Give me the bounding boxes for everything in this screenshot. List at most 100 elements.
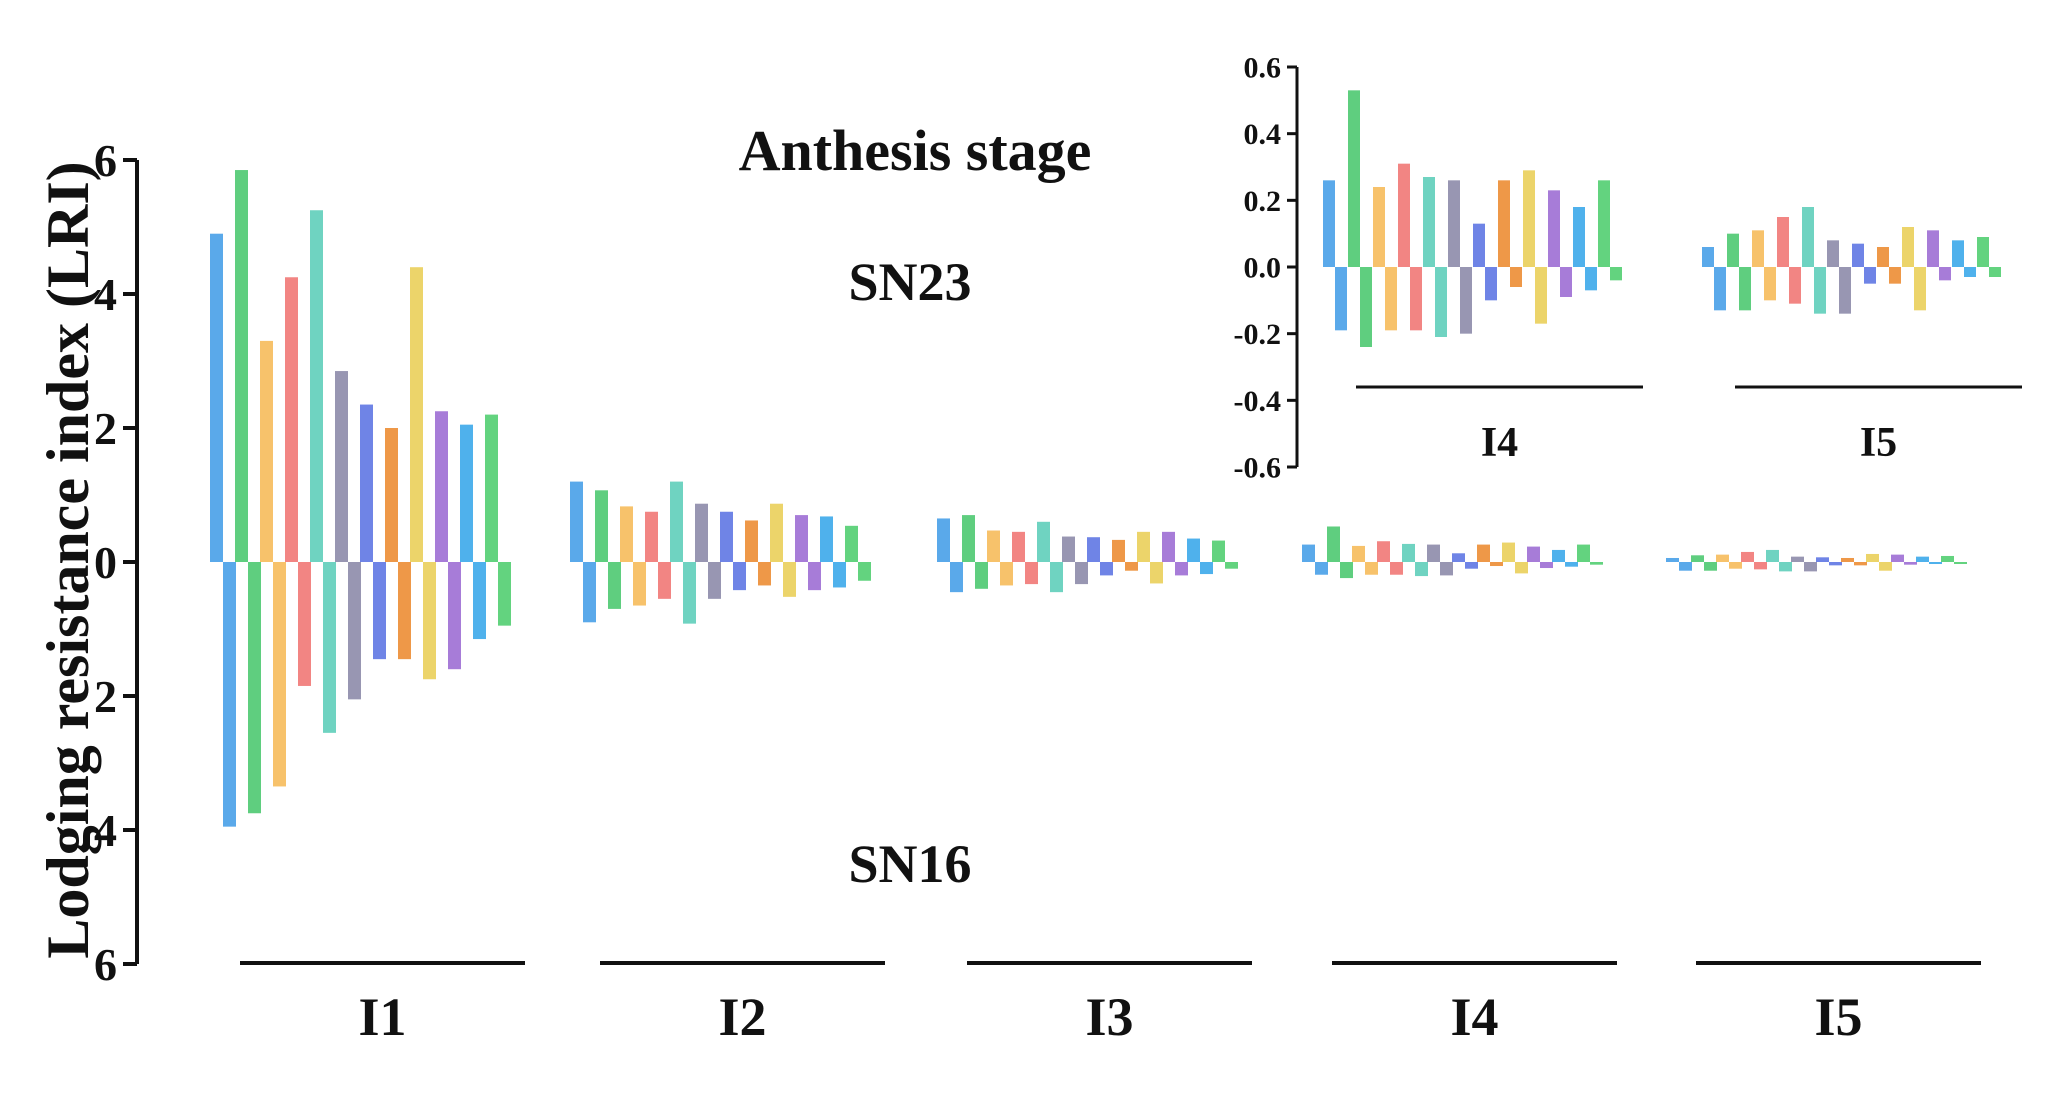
main-bar-lower-i4 — [1365, 562, 1378, 575]
main-bar-upper-i4 — [1352, 545, 1365, 562]
main-bar-upper-i3 — [1212, 540, 1225, 562]
inset-bar-lower-i4 — [1610, 267, 1622, 281]
main-y-tick-label: 2 — [94, 671, 117, 722]
main-bar-upper-i4 — [1502, 542, 1515, 562]
inset-bar-upper-i4 — [1523, 170, 1535, 267]
inset-bar-upper-i4 — [1373, 187, 1385, 267]
main-bar-lower-i2 — [608, 562, 621, 609]
inset-y-tick-label: -0.4 — [1234, 385, 1282, 418]
main-bar-upper-i5 — [1941, 555, 1954, 562]
main-group-label-i1: I1 — [358, 987, 406, 1047]
main-bar-upper-i5 — [1816, 557, 1829, 562]
main-bar-upper-i1 — [210, 233, 223, 562]
inset-bar-lower-i5 — [1889, 267, 1901, 284]
inset-bar-upper-i5 — [1877, 247, 1889, 267]
chart-title: Anthesis stage — [739, 118, 1092, 183]
main-bar-lower-i1 — [498, 562, 511, 626]
main-bar-lower-i2 — [658, 562, 671, 599]
main-bar-upper-i5 — [1791, 556, 1804, 562]
main-bar-lower-i4 — [1590, 562, 1603, 565]
main-bar-lower-i4 — [1465, 562, 1478, 569]
main-bar-lower-i5 — [1804, 562, 1817, 572]
main-bar-upper-i4 — [1377, 541, 1390, 562]
inset-group-label-i4: I4 — [1481, 420, 1518, 466]
inset-bar-upper-i4 — [1398, 163, 1410, 267]
inset-bar-lower-i4 — [1435, 267, 1447, 337]
inset-bar-upper-i4 — [1598, 180, 1610, 267]
main-bar-upper-i3 — [1137, 531, 1150, 562]
inset-bar-upper-i5 — [1777, 217, 1789, 267]
main-bar-lower-i4 — [1340, 562, 1353, 579]
main-bar-upper-i4 — [1327, 526, 1340, 562]
inset-bar-lower-i4 — [1485, 267, 1497, 301]
main-bar-upper-i3 — [1062, 536, 1075, 562]
main-bar-upper-i3 — [962, 515, 975, 562]
main-y-tick-label: 4 — [94, 805, 117, 856]
inset-bar-lower-i4 — [1560, 267, 1572, 297]
main-bar-lower-i2 — [758, 562, 771, 586]
inset-bar-lower-i5 — [1814, 267, 1826, 314]
inset-group-label-i5: I5 — [1860, 420, 1897, 466]
main-bar-upper-i2 — [595, 490, 608, 562]
main-bar-upper-i5 — [1916, 556, 1929, 562]
main-bar-lower-i4 — [1565, 562, 1578, 567]
inset-bar-upper-i4 — [1323, 180, 1335, 267]
inset-bar-upper-i5 — [1902, 227, 1914, 267]
main-bar-upper-i1 — [485, 414, 498, 562]
main-bar-upper-i1 — [360, 404, 373, 562]
main-bar-lower-i4 — [1440, 562, 1453, 576]
main-bar-lower-i5 — [1829, 562, 1842, 566]
main-bar-upper-i5 — [1716, 554, 1729, 562]
main-bar-upper-i3 — [987, 530, 1000, 562]
main-bar-lower-i1 — [423, 562, 436, 680]
main-bar-upper-i2 — [570, 481, 583, 562]
main-bar-lower-i3 — [1025, 562, 1038, 585]
main-bar-lower-i5 — [1879, 562, 1892, 571]
main-bar-upper-i4 — [1427, 544, 1440, 562]
main-bar-lower-i4 — [1415, 562, 1428, 577]
main-bar-upper-i5 — [1741, 551, 1754, 562]
annotation-upper: SN23 — [848, 252, 971, 312]
inset-y-tick-label: -0.2 — [1234, 318, 1282, 351]
inset-y-tick-label: 0.4 — [1244, 118, 1282, 151]
inset-bar-lower-i5 — [1739, 267, 1751, 311]
main-bar-upper-i1 — [385, 428, 398, 562]
annotation-lower: SN16 — [848, 834, 971, 894]
main-bar-lower-i2 — [783, 562, 796, 597]
main-y-tick-label: 6 — [94, 135, 117, 186]
main-plot: 6 4 2 0 2 4 6 I1 I2 I3 I4 I5 — [94, 135, 1981, 1047]
main-bar-upper-i4 — [1577, 544, 1590, 562]
main-bar-lower-i1 — [273, 562, 286, 787]
main-y-tick-label: 6 — [94, 939, 117, 990]
main-bar-upper-i5 — [1766, 549, 1779, 562]
main-bar-lower-i5 — [1679, 562, 1692, 571]
inset-bar-lower-i4 — [1360, 267, 1372, 347]
main-bar-upper-i3 — [1187, 538, 1200, 562]
inset-bar-lower-i5 — [1914, 267, 1926, 311]
inset-y-tick-label: -0.6 — [1234, 452, 1282, 485]
main-bar-upper-i2 — [645, 511, 658, 562]
inset-bar-lower-i5 — [1939, 267, 1951, 281]
main-bar-upper-i5 — [1691, 555, 1704, 562]
inset-bar-upper-i4 — [1423, 177, 1435, 267]
main-group-label-i2: I2 — [718, 987, 766, 1047]
inset-y-tick-label: 0.6 — [1244, 52, 1282, 85]
inset-bar-upper-i4 — [1448, 180, 1460, 267]
inset-bar-lower-i5 — [1964, 267, 1976, 277]
main-bar-lower-i2 — [633, 562, 646, 606]
main-bar-lower-i2 — [808, 562, 821, 591]
main-bar-upper-i2 — [720, 511, 733, 562]
y-axis-label: Lodging resistance index (LRI) — [35, 161, 101, 958]
main-bar-lower-i2 — [683, 562, 696, 624]
inset-y-tick-label: 0.2 — [1244, 185, 1282, 218]
inset-bar-upper-i5 — [1702, 247, 1714, 267]
main-bar-upper-i2 — [695, 503, 708, 562]
main-bar-upper-i4 — [1302, 544, 1315, 562]
inset-y-tick-label: 0.0 — [1244, 252, 1282, 285]
inset-bar-lower-i4 — [1385, 267, 1397, 331]
main-bar-lower-i4 — [1540, 562, 1553, 569]
main-bar-upper-i1 — [460, 424, 473, 562]
inset-bar-upper-i5 — [1852, 243, 1864, 267]
main-bar-lower-i3 — [1075, 562, 1088, 585]
main-bar-lower-i1 — [248, 562, 261, 814]
